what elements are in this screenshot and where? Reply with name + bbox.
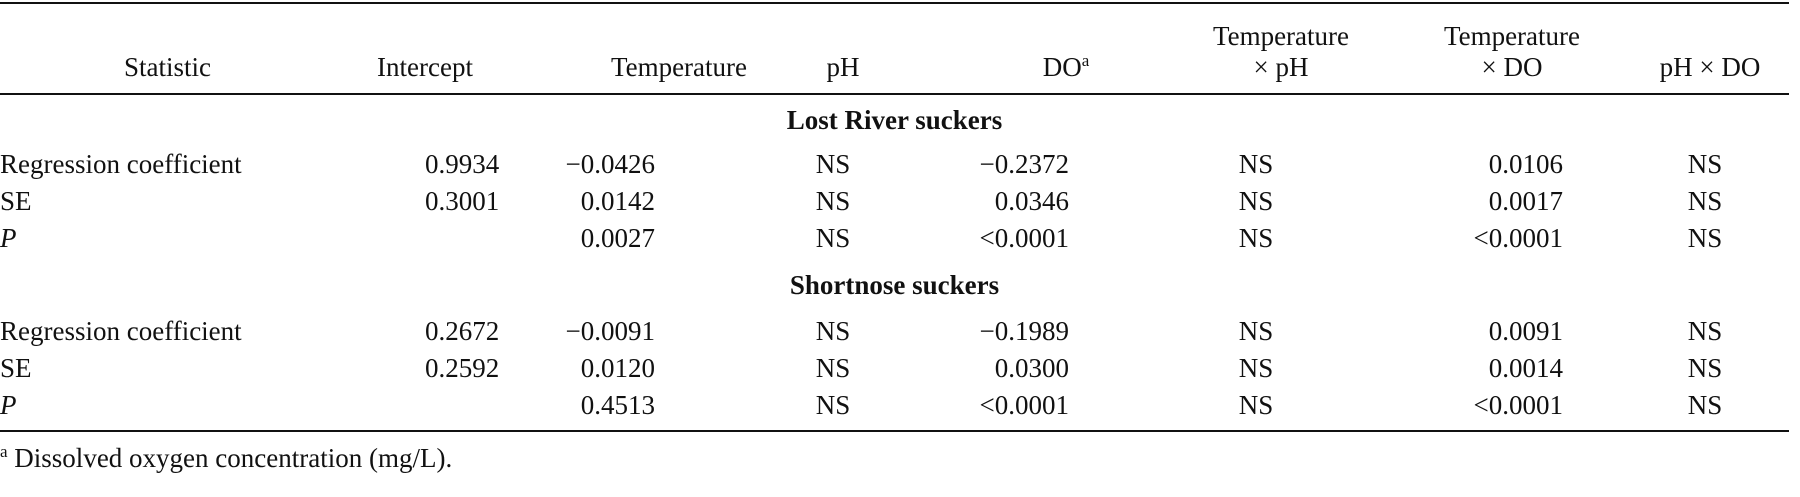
- cell-ph-do: NS: [1687, 186, 1723, 216]
- cell-do: <0.0001: [979, 223, 1069, 253]
- table-header: Statistic Intercept Temperature pH DOa T…: [0, 2, 1789, 95]
- cell-ph: NS: [815, 223, 851, 253]
- cell-temp-ph: NS: [1238, 353, 1274, 383]
- cell-ph: NS: [763, 387, 903, 432]
- cell-intercept: 0.9934: [425, 149, 500, 179]
- cell-do: −0.1989: [979, 316, 1069, 346]
- cell-temperature: 0.0027: [580, 223, 655, 253]
- cell-ph-do: NS: [1687, 149, 1723, 179]
- cell-temp-do: 0.0017: [1488, 186, 1563, 216]
- row-label: Regression coefficient: [0, 316, 242, 346]
- cell-ph-do: NS: [1687, 316, 1723, 346]
- row-label: SE: [0, 353, 32, 383]
- cell-temperature: 0.0142: [580, 186, 655, 216]
- header-temp-ph-line1: Temperature: [1212, 21, 1350, 51]
- cell-intercept: [335, 387, 535, 432]
- section-title-shortnose: Shortnose suckers: [789, 269, 1000, 300]
- cell-temperature: 0.0120: [580, 353, 655, 383]
- cell-do: 0.0300: [994, 353, 1069, 383]
- header-temp-ph-line2: × pH: [1253, 52, 1309, 82]
- header-temp-do-line2: × DO: [1481, 52, 1543, 82]
- header-ph: pH: [763, 2, 903, 95]
- section-header-row: Shortnose suckers: [0, 257, 1789, 313]
- regression-table: Statistic Intercept Temperature pH DOa T…: [0, 2, 1789, 432]
- header-intercept: Intercept: [335, 2, 535, 95]
- header-do-text: DO: [1042, 52, 1082, 82]
- header-statistic: Statistic: [0, 2, 335, 95]
- cell-temp-do: <0.0001: [1393, 387, 1611, 432]
- table-row: SE 0.2592 0.0120 NS 0.0300 NS 0.0014 NS: [0, 350, 1789, 387]
- cell-ph-do: NS: [1611, 387, 1789, 432]
- header-temp-do-line1: Temperature: [1443, 21, 1581, 51]
- cell-ph-do: NS: [1687, 223, 1723, 253]
- cell-intercept: 0.2592: [425, 353, 500, 383]
- header-ph-do: pH × DO: [1611, 2, 1789, 95]
- cell-intercept: [335, 220, 535, 257]
- cell-do: −0.2372: [979, 149, 1069, 179]
- cell-do: <0.0001: [903, 387, 1149, 432]
- cell-temp-ph: NS: [1238, 223, 1274, 253]
- header-do: DOa: [903, 2, 1149, 95]
- row-label: SE: [0, 186, 32, 216]
- header-temperature: Temperature: [535, 2, 763, 95]
- cell-temp-ph: NS: [1238, 149, 1274, 179]
- cell-temperature: 0.4513: [535, 387, 763, 432]
- header-do-footnote-marker: a: [1081, 51, 1090, 70]
- table-footnote: a Dissolved oxygen concentration (mg/L).: [0, 443, 452, 474]
- footnote-text: Dissolved oxygen concentration (mg/L).: [7, 443, 453, 473]
- cell-temp-do: 0.0106: [1488, 149, 1563, 179]
- row-label: Regression coefficient: [0, 149, 242, 179]
- cell-ph: NS: [815, 186, 851, 216]
- cell-temp-do: 0.0014: [1488, 353, 1563, 383]
- header-temp-do: Temperature × DO: [1393, 2, 1611, 95]
- table-row: Regression coefficient 0.9934 −0.0426 NS…: [0, 146, 1789, 183]
- cell-do: 0.0346: [994, 186, 1069, 216]
- table-row: SE 0.3001 0.0142 NS 0.0346 NS 0.0017 NS: [0, 183, 1789, 220]
- table-row: P 0.4513 NS <0.0001 NS <0.0001 NS: [0, 387, 1789, 432]
- cell-temp-do: <0.0001: [1473, 223, 1563, 253]
- section-header-row: Lost River suckers: [0, 94, 1789, 146]
- cell-temp-ph: NS: [1238, 186, 1274, 216]
- header-temp-ph: Temperature × pH: [1149, 2, 1393, 95]
- section-title-lost-river: Lost River suckers: [786, 105, 1003, 135]
- cell-ph: NS: [815, 353, 851, 383]
- table-row: P 0.0027 NS <0.0001 NS <0.0001 NS: [0, 220, 1789, 257]
- cell-temp-do: 0.0091: [1488, 316, 1563, 346]
- cell-temperature: −0.0091: [565, 316, 655, 346]
- cell-ph-do: NS: [1687, 353, 1723, 383]
- cell-ph: NS: [815, 316, 851, 346]
- row-label: P: [0, 387, 335, 432]
- cell-intercept: 0.3001: [425, 186, 500, 216]
- cell-intercept: 0.2672: [425, 316, 500, 346]
- footnote-marker: a: [0, 442, 8, 461]
- cell-temperature: −0.0426: [565, 149, 655, 179]
- cell-temp-ph: NS: [1238, 316, 1274, 346]
- cell-ph: NS: [815, 149, 851, 179]
- table-row: Regression coefficient 0.2672 −0.0091 NS…: [0, 313, 1789, 350]
- cell-temp-ph: NS: [1149, 387, 1393, 432]
- row-label: P: [0, 223, 17, 253]
- table-body: Lost River suckers Regression coefficien…: [0, 94, 1789, 432]
